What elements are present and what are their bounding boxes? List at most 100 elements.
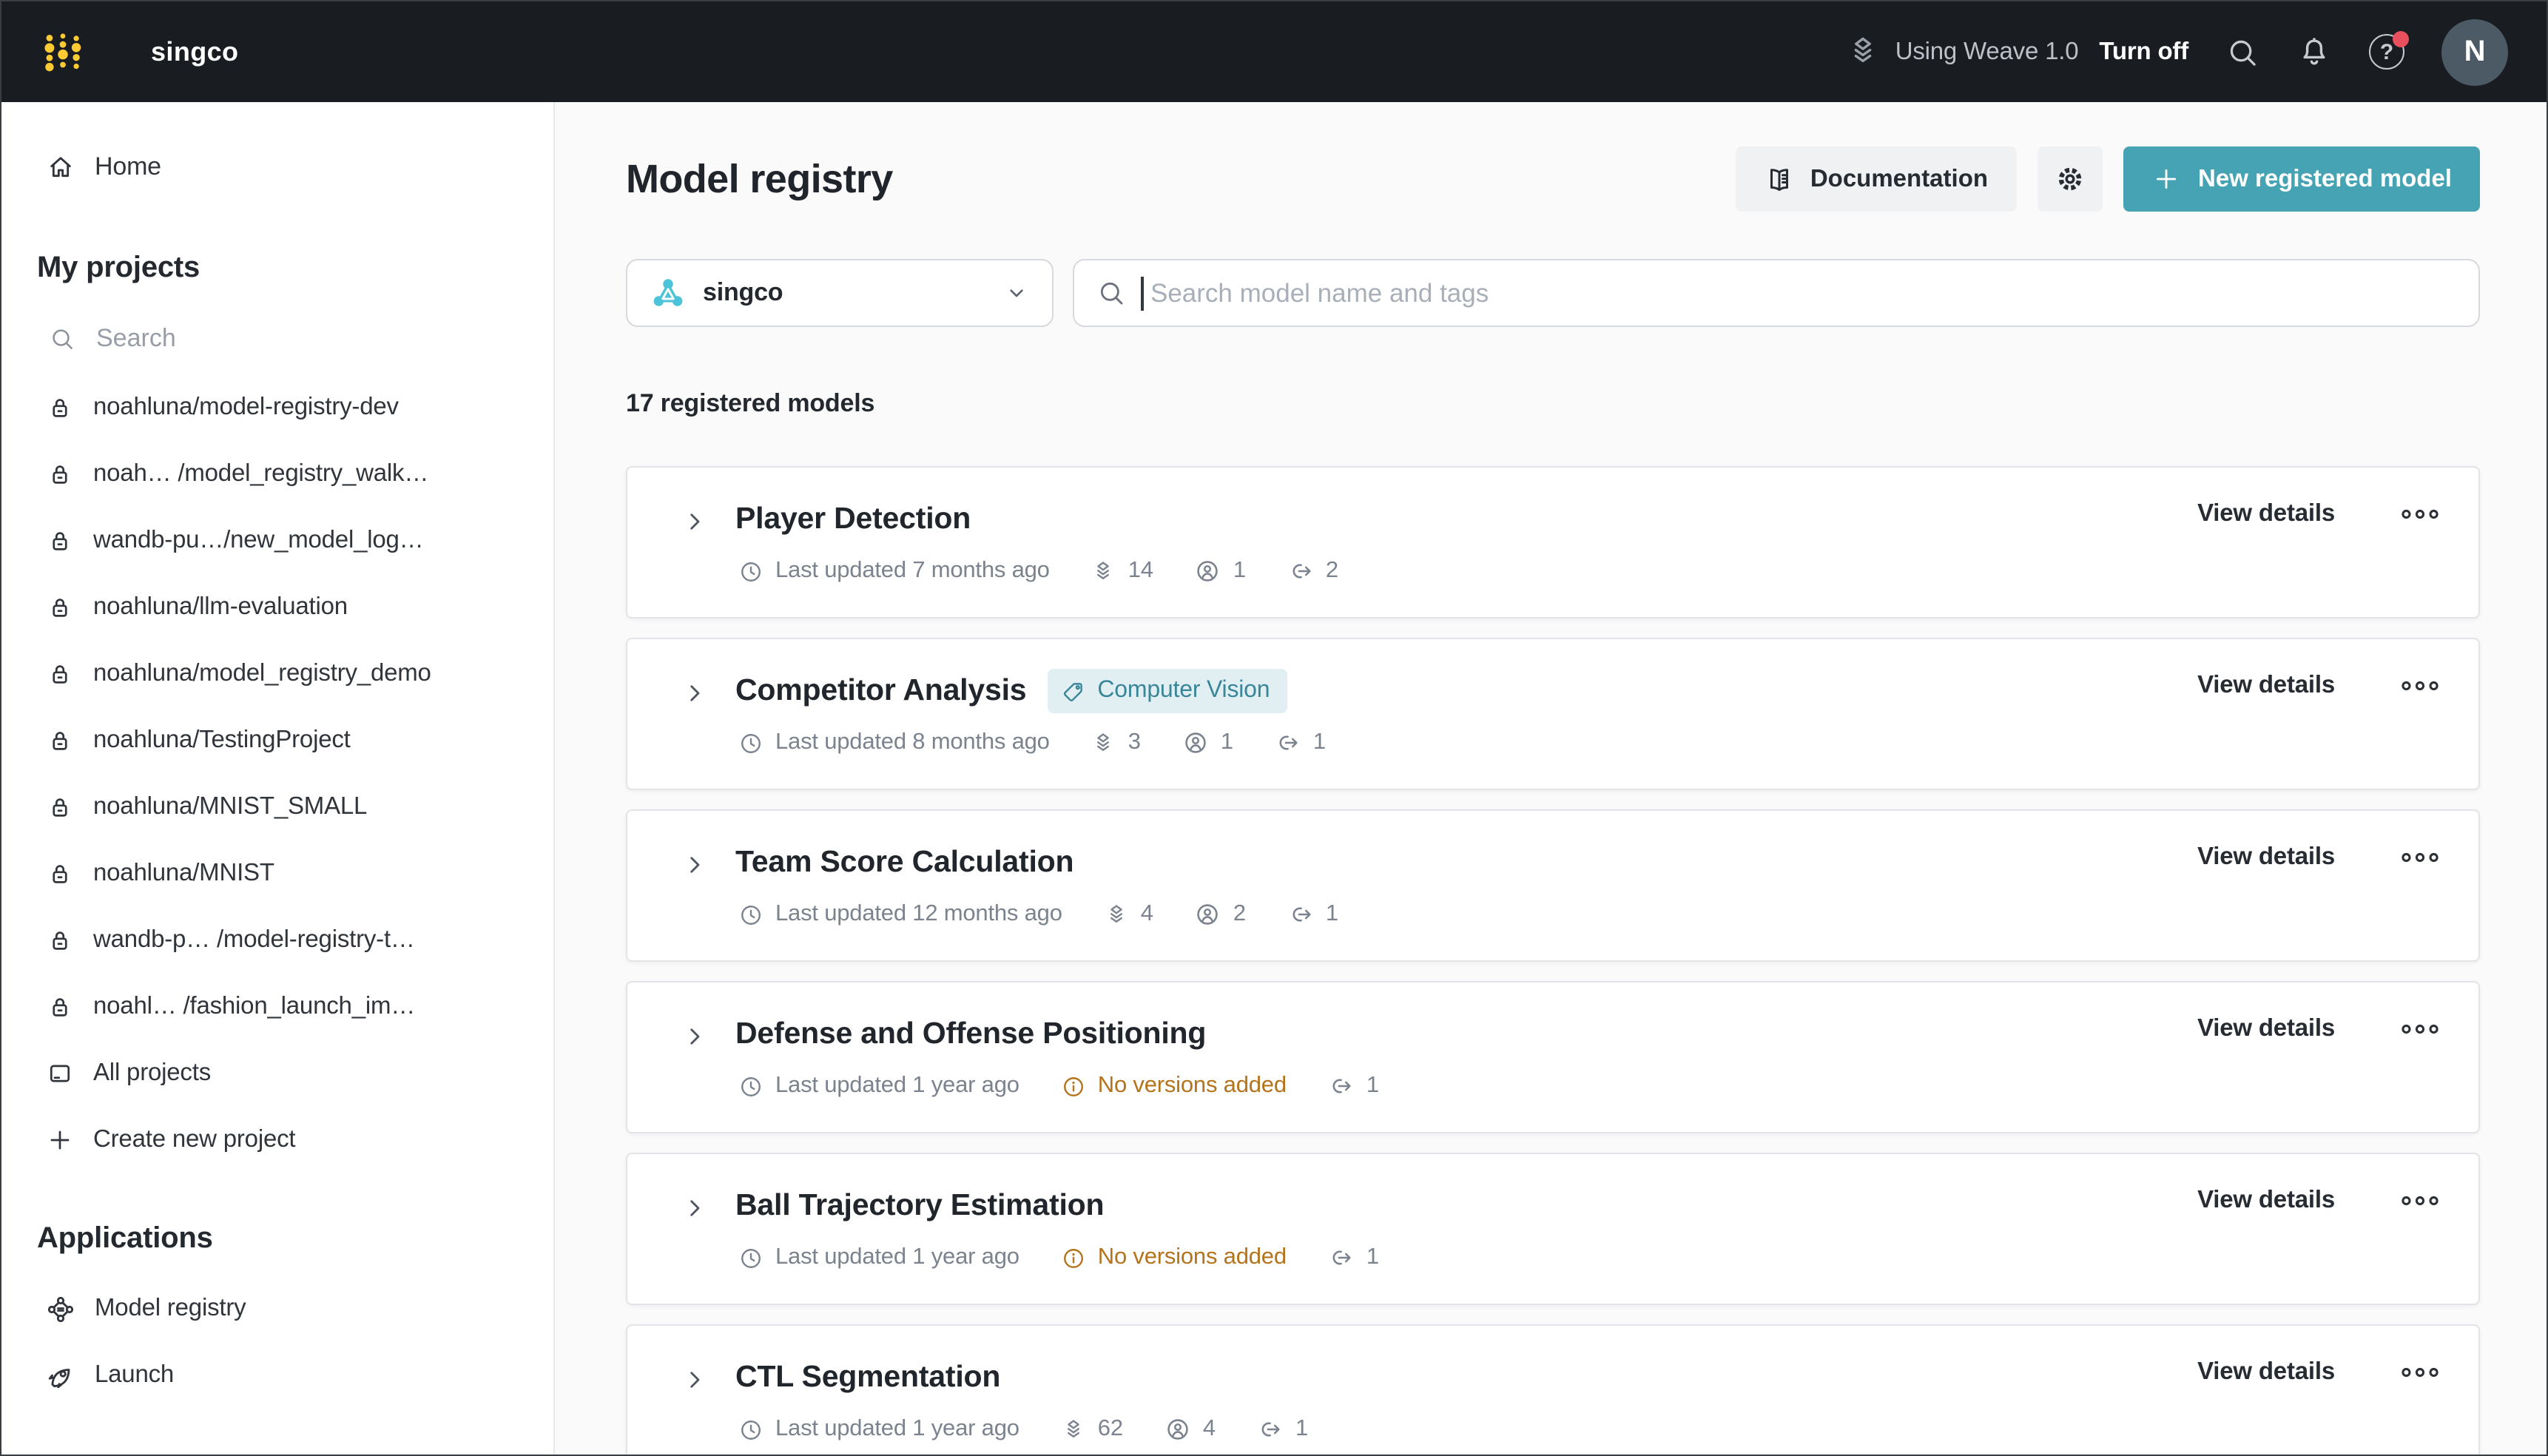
last-updated: Last updated 1 year ago (775, 1244, 1019, 1270)
expand-chevron-icon[interactable] (682, 681, 707, 706)
sidebar-item-create-project[interactable]: Create new project (1, 1107, 553, 1173)
model-name[interactable]: Defense and Offense Positioning (735, 1017, 1207, 1051)
sidebar-project-item[interactable]: noahluna/model_registry_demo (1, 641, 553, 707)
entity-selector[interactable]: singco (626, 259, 1054, 327)
sidebar-search-input[interactable] (93, 323, 533, 355)
project-name: noah… /model_registry_walk… (93, 460, 429, 487)
view-details-button[interactable]: View details (2197, 843, 2335, 870)
view-details-button[interactable]: View details (2197, 1015, 2335, 1042)
no-versions-status: No versions added (1097, 1073, 1287, 1098)
model-card: Competitor Analysis Computer Vision Last… (626, 638, 2480, 790)
view-details-button[interactable]: View details (2197, 1358, 2335, 1385)
model-name[interactable]: Team Score Calculation (735, 845, 1074, 879)
overflow-menu-icon[interactable] (2400, 1364, 2440, 1381)
header-actions: Documentation New registered model (1736, 146, 2480, 212)
sidebar-item-all-projects[interactable]: All projects (1, 1040, 553, 1107)
sidebar-item-home[interactable]: Home (1, 138, 553, 197)
sidebar-project-item[interactable]: noahluna/llm-evaluation (1, 574, 553, 641)
model-name[interactable]: CTL Segmentation (735, 1360, 1001, 1394)
lock-icon (46, 926, 74, 954)
link-count: 1 (1325, 901, 1338, 926)
model-name[interactable]: Player Detection (735, 502, 971, 536)
entity-name: singco (703, 278, 783, 306)
user-avatar[interactable]: N (2441, 18, 2508, 85)
tag-icon (1060, 678, 1085, 704)
user-count: 2 (1233, 901, 1246, 926)
sidebar-project-item[interactable]: noahluna/MNIST (1, 840, 553, 907)
model-name[interactable]: Ball Trajectory Estimation (735, 1188, 1105, 1222)
model-list: Player Detection Last updated 7 months a… (626, 466, 2480, 1455)
project-name: noahluna/MNIST (93, 860, 274, 886)
model-search-input[interactable] (1147, 276, 2456, 310)
home-icon (46, 152, 75, 182)
project-name: noahluna/model_registry_demo (93, 660, 431, 687)
sidebar-item-label: Create new project (93, 1126, 296, 1153)
model-card: Defense and Offense Positioning Last upd… (626, 981, 2480, 1133)
expand-chevron-icon[interactable] (682, 1196, 707, 1221)
view-details-button[interactable]: View details (2197, 500, 2335, 527)
model-meta: Last updated 1 year ago 62 4 1 (738, 1416, 1308, 1443)
view-details-button[interactable]: View details (2197, 1187, 2335, 1213)
link-count: 1 (1295, 1416, 1308, 1441)
sidebar-item-label: All projects (93, 1059, 211, 1086)
navbar-right: Using Weave 1.0 Turn off ? N (1845, 18, 2508, 85)
model-card: Ball Trajectory Estimation Last updated … (626, 1153, 2480, 1305)
help-icon[interactable]: ? (2369, 31, 2409, 70)
chevron-down-icon (1005, 281, 1028, 305)
weave-label: Using Weave 1.0 (1895, 38, 2079, 64)
brand-name[interactable]: singco (151, 36, 239, 66)
versions-icon (1061, 1417, 1086, 1442)
wandb-logo-icon[interactable] (40, 29, 86, 75)
view-details-button[interactable]: View details (2197, 672, 2335, 698)
link-icon (1287, 558, 1314, 584)
page-header: Model registry Documentation New registe… (626, 146, 2480, 212)
weave-turn-off-button[interactable]: Turn off (2099, 38, 2188, 64)
settings-button[interactable] (2037, 146, 2103, 212)
notifications-bell-icon[interactable] (2296, 34, 2332, 70)
tag-label: Computer Vision (1097, 678, 1270, 703)
sidebar-project-item[interactable]: noahluna/TestingProject (1, 707, 553, 774)
last-updated: Last updated 1 year ago (775, 1073, 1019, 1098)
sidebar-project-item[interactable]: noahl… /fashion_launch_im… (1, 974, 553, 1040)
sidebar-project-item[interactable]: noahluna/MNIST_SMALL (1, 774, 553, 840)
clock-icon (738, 1417, 764, 1442)
link-icon (1328, 1244, 1355, 1271)
last-updated: Last updated 1 year ago (775, 1416, 1019, 1441)
sidebar-item-label: Launch (95, 1361, 175, 1388)
project-name: noahluna/MNIST_SMALL (93, 793, 368, 820)
top-navbar: singco Using Weave 1.0 Turn off ? N (1, 1, 2547, 102)
new-registered-model-button[interactable]: New registered model (2123, 146, 2480, 212)
overflow-menu-icon[interactable] (2400, 678, 2440, 694)
clock-icon (738, 1074, 764, 1099)
user-count: 1 (1233, 558, 1246, 583)
project-name: noahluna/TestingProject (93, 727, 351, 753)
overflow-menu-icon[interactable] (2400, 1193, 2440, 1209)
link-count: 1 (1366, 1073, 1379, 1098)
expand-chevron-icon[interactable] (682, 852, 707, 877)
sidebar-project-item[interactable]: wandb-pu…/new_model_log… (1, 508, 553, 574)
lock-icon (46, 593, 74, 621)
sidebar-item-model-registry[interactable]: Model registry (1, 1275, 553, 1342)
expand-chevron-icon[interactable] (682, 1024, 707, 1049)
overflow-menu-icon[interactable] (2400, 506, 2440, 522)
expand-chevron-icon[interactable] (682, 1367, 707, 1392)
global-search-icon[interactable] (2225, 35, 2259, 69)
overflow-menu-icon[interactable] (2400, 1021, 2440, 1037)
overflow-menu-icon[interactable] (2400, 849, 2440, 866)
sidebar-project-item[interactable]: noahluna/model-registry-dev (1, 374, 553, 441)
link-count: 1 (1312, 729, 1326, 755)
sidebar-item-launch[interactable]: Launch (1, 1342, 553, 1409)
results-count: 17 registered models (626, 389, 875, 417)
project-name: wandb-pu…/new_model_log… (93, 527, 424, 553)
model-tag[interactable]: Computer Vision (1047, 669, 1288, 713)
link-icon (1275, 729, 1301, 756)
model-name[interactable]: Competitor Analysis (735, 673, 1027, 707)
documentation-label: Documentation (1810, 165, 1989, 192)
sidebar-project-item[interactable]: wandb-p… /model-registry-t… (1, 907, 553, 974)
expand-chevron-icon[interactable] (682, 509, 707, 534)
sidebar-project-item[interactable]: noah… /model_registry_walk… (1, 441, 553, 508)
new-registered-model-label: New registered model (2198, 165, 2452, 192)
documentation-button[interactable]: Documentation (1736, 146, 2017, 212)
main-content: Model registry Documentation New registe… (555, 102, 2547, 1455)
